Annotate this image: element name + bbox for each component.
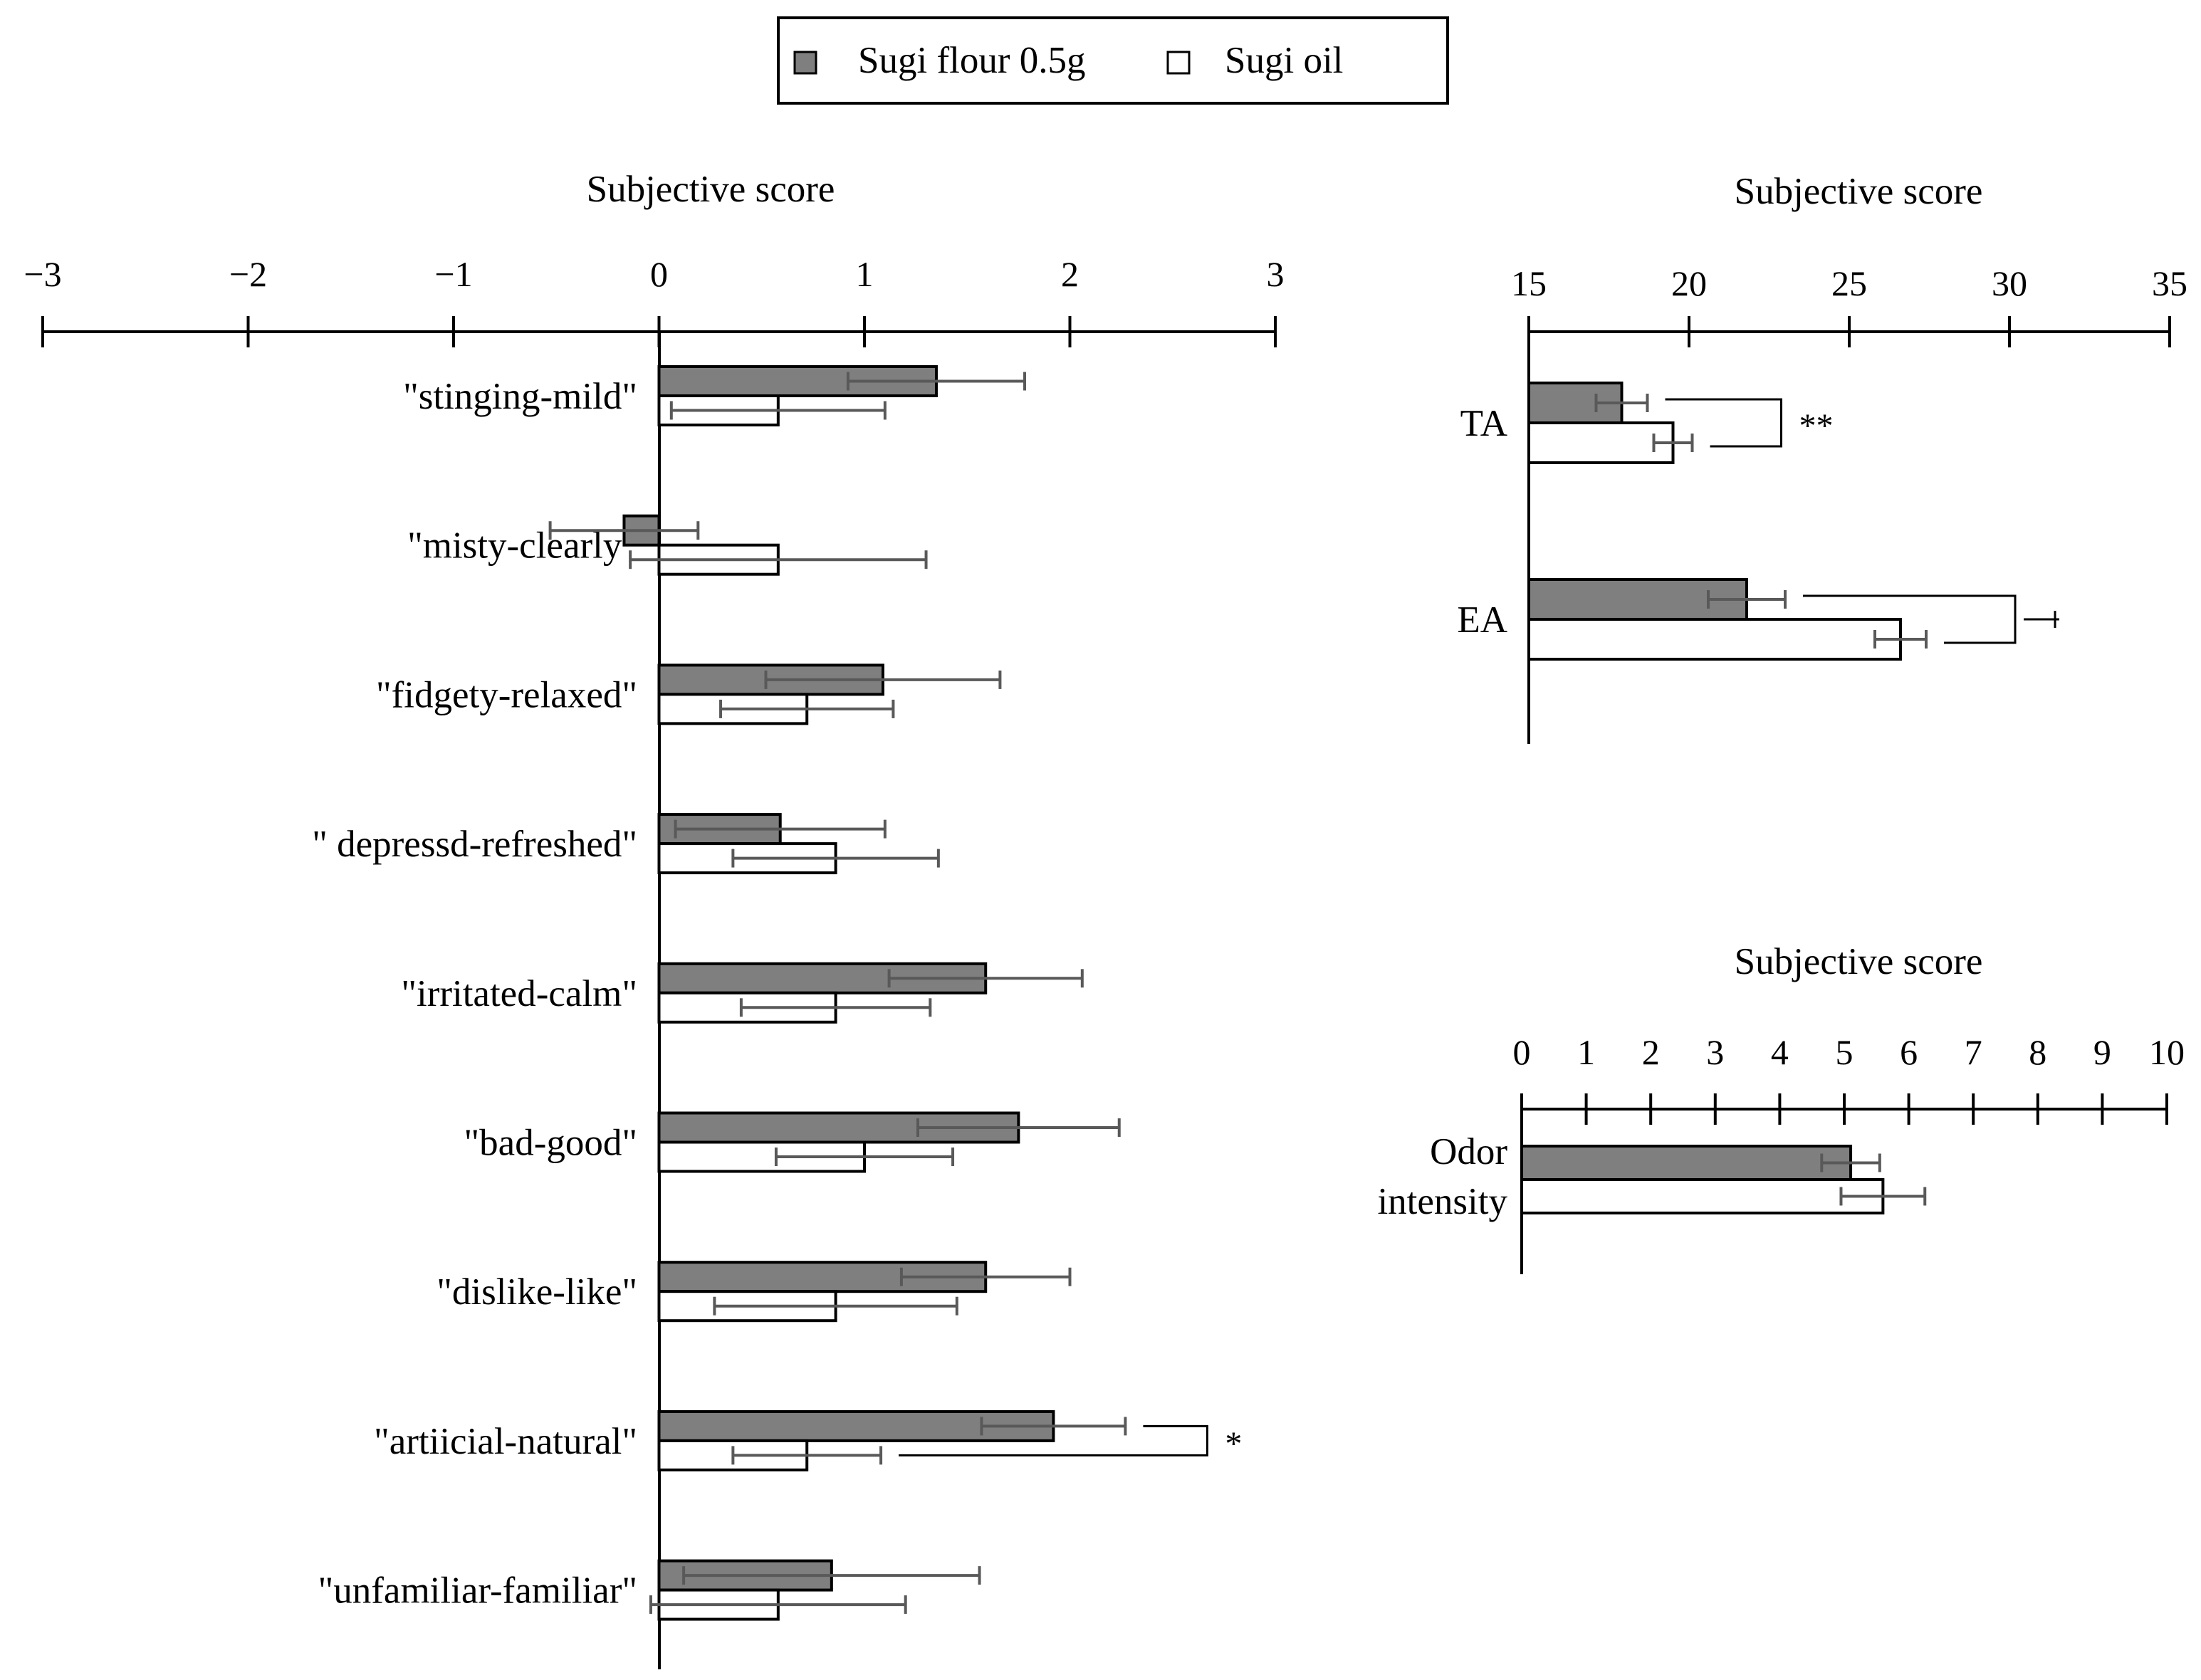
category-label: " depressd-refreshed" <box>312 824 637 865</box>
chart-title: Subjective score <box>1735 171 1983 212</box>
bar-sugi-oil <box>1527 618 1902 661</box>
category-label: "fidgety-relaxed" <box>376 674 637 715</box>
category-labels: Odor intensity <box>1377 1131 1507 1222</box>
tick-labels: 0 1 2 3 4 5 6 7 8 9 10 <box>1513 1032 2185 1072</box>
category-label: "stinging-mild" <box>403 376 637 417</box>
significance: * <box>899 1424 1242 1463</box>
x-tick-label: 1 <box>1577 1032 1595 1072</box>
category-label: intensity <box>1377 1181 1507 1222</box>
x-tick-label: 2 <box>1061 254 1079 294</box>
category-label: Odor <box>1430 1131 1507 1172</box>
legend-label-sugi-flour: Sugi flour 0.5g <box>858 40 1085 81</box>
legend-swatch-sugi-oil <box>1166 51 1191 75</box>
bar-sugi-oil <box>1520 1178 1885 1214</box>
significance: ** + <box>1665 398 2059 644</box>
x-tick-label: 35 <box>2152 263 2187 303</box>
significance-label: + <box>2024 600 2043 638</box>
x-tick-label: 0 <box>650 254 668 294</box>
legend-label-sugi-oil: Sugi oil <box>1225 40 1343 81</box>
tick-labels: −3 −2 −1 0 1 2 3 <box>23 254 1284 294</box>
x-tick-label: 4 <box>1771 1032 1789 1072</box>
significance-label: * <box>1225 1425 1242 1463</box>
bars <box>1527 382 1902 661</box>
category-label: "misty-clearly" <box>407 525 637 567</box>
x-tick-label: 8 <box>2029 1032 2046 1072</box>
error-bars <box>1594 394 1928 649</box>
category-labels: "stinging-mild" "misty-clearly" "fidgety-r… <box>312 376 637 1612</box>
x-tick-label: 5 <box>1836 1032 1854 1072</box>
category-labels: TA EA <box>1457 403 1507 641</box>
x-tick-label: −2 <box>229 254 267 294</box>
x-tick-label: 6 <box>1900 1032 1918 1072</box>
x-tick-label: 20 <box>1671 263 1707 303</box>
category-label: "bad-good" <box>464 1123 637 1164</box>
x-tick-label: 10 <box>2149 1032 2185 1072</box>
category-label: "irritated-calm" <box>401 973 637 1014</box>
chart-semantic-differential: Subjective score −3 −2 −1 0 1 2 3 "stinging-mi… <box>23 169 1285 1669</box>
x-tick-label: −1 <box>434 254 472 294</box>
x-tick-label: 0 <box>1513 1032 1531 1072</box>
chart-anxiety: Subjective score 15 20 25 30 35 TA EA ** + <box>1457 171 2187 744</box>
category-label: "unfamiliar-familiar" <box>318 1570 637 1612</box>
bars <box>1520 1145 1885 1214</box>
bar-sugi-oil <box>1527 421 1675 464</box>
x-tick-label: 7 <box>1965 1032 1982 1072</box>
bar-sugi-flour <box>1520 1145 1853 1181</box>
chart-title: Subjective score <box>587 169 835 210</box>
error-bars <box>1820 1153 1927 1206</box>
x-tick-label: 9 <box>2093 1032 2111 1072</box>
significance-bracket <box>1803 594 2017 644</box>
x-tick-label: −3 <box>23 254 61 294</box>
x-tick-label: 3 <box>1706 1032 1724 1072</box>
x-tick-label: 25 <box>1831 263 1867 303</box>
tick-labels: 15 20 25 30 35 <box>1511 263 2187 303</box>
category-label: "artiicial-natural" <box>374 1421 637 1462</box>
category-label: EA <box>1457 599 1507 641</box>
chart-odor-intensity: Subjective score 0 1 2 3 4 5 6 7 8 9 10 Odor intens… <box>1377 941 2185 1274</box>
x-tick-label: 1 <box>856 254 874 294</box>
legend: Sugi flour 0.5g Sugi oil <box>777 16 1449 105</box>
significance-bracket <box>899 1424 1208 1456</box>
bars <box>622 365 1055 1621</box>
error-bars <box>548 372 1127 1615</box>
significance-bracket <box>1665 398 1782 448</box>
x-axis <box>1527 316 2171 347</box>
x-tick-label: 15 <box>1511 263 1547 303</box>
category-label: "dislike-like" <box>436 1271 637 1313</box>
x-tick-label: 2 <box>1642 1032 1660 1072</box>
chart-title: Subjective score <box>1735 941 1983 982</box>
significance-label: ** <box>1799 407 1834 445</box>
x-tick-label: 3 <box>1267 254 1285 294</box>
legend-swatch-sugi-flour <box>793 51 817 75</box>
x-tick-label: 30 <box>1992 263 2027 303</box>
x-axis <box>1520 1093 2168 1125</box>
legend-box <box>777 16 1449 105</box>
category-label: TA <box>1460 403 1507 444</box>
